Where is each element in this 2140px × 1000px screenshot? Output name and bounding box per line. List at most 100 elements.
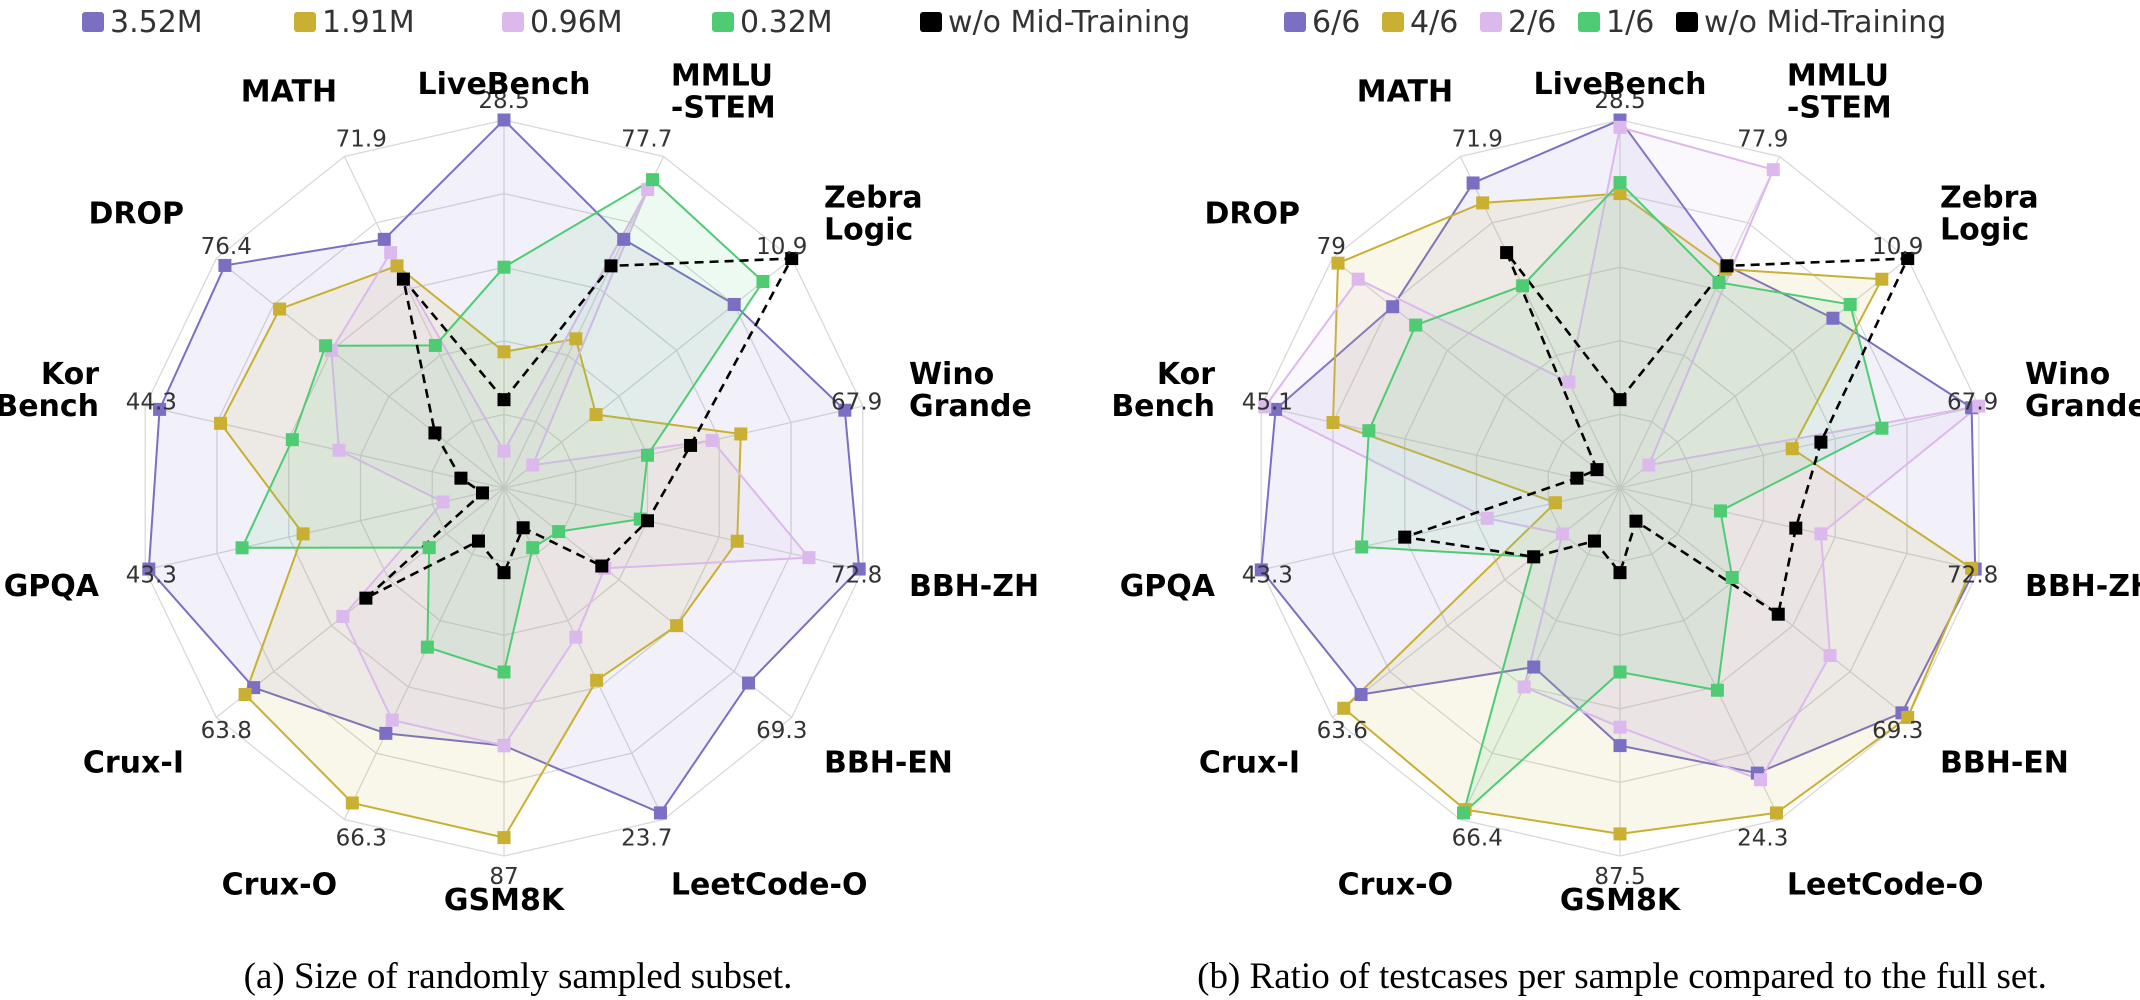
data-point [1826, 311, 1840, 325]
data-point [705, 434, 719, 448]
data-point [1351, 272, 1365, 286]
data-point [1500, 246, 1514, 260]
data-point [617, 232, 631, 246]
axis-max-value: 87.5 [1594, 864, 1645, 890]
data-point [497, 260, 511, 274]
axis-max-value: 67.9 [1947, 390, 1998, 416]
data-point [1258, 400, 1272, 414]
data-point [1613, 393, 1627, 407]
axis-max-labels: 28.5 77.9 10.9 67.9 72.8 69.3 24.3 87.5 66.4 63.6… [1242, 88, 1999, 890]
legend: 3.52M 1.91M 0.96M 0.32M w/o Mid-Training [82, 5, 1190, 40]
data-point [1613, 665, 1627, 679]
axis-max-value: 23.7 [621, 826, 672, 852]
data-point [420, 640, 434, 654]
data-point [756, 275, 770, 289]
axis-label-line: BBH-EN [1940, 745, 2069, 780]
data-point [1590, 463, 1604, 477]
data-point [1771, 607, 1785, 621]
axis-spoke [503, 156, 665, 489]
axis-label: Crux-O [222, 867, 337, 902]
axis-max-value: 77.9 [1737, 126, 1788, 152]
data-point [1642, 458, 1656, 472]
data-point [497, 566, 511, 580]
data-point [1613, 176, 1627, 190]
data-point [727, 297, 741, 311]
data-point [218, 258, 232, 272]
data-point [336, 609, 350, 623]
axis-label-line: Crux-I [1199, 745, 1300, 780]
data-point [471, 534, 485, 548]
axis-label-line: Wino [2025, 357, 2110, 392]
axis-label-line: GPQA [1120, 569, 1216, 604]
caption-a: (a) Size of randomly sampled subset. [244, 956, 793, 997]
axis-label: Zebra Logic [824, 181, 923, 248]
axis-spoke [343, 156, 505, 489]
data-point [1710, 683, 1724, 697]
data-point [1326, 415, 1340, 429]
axis-label: BBH-ZH [2025, 569, 2140, 604]
data-point [526, 541, 540, 555]
legend-swatch [1480, 12, 1502, 32]
axis-label-line: Logic [824, 213, 913, 248]
axis-max-value: 24.3 [1737, 826, 1788, 852]
axis-label: LeetCode-O [1787, 867, 1984, 902]
axis-max-value: 76.4 [201, 234, 252, 260]
data-point [604, 259, 618, 273]
axis-label-line: MMLU [671, 59, 773, 94]
axis-label-line: Kor [41, 357, 99, 392]
data-point [1398, 530, 1412, 544]
data-point [497, 665, 511, 679]
data-point [497, 739, 511, 753]
data-point [1785, 442, 1799, 456]
data-point [1713, 504, 1727, 518]
data-point [1476, 196, 1490, 210]
axis-label-line: Kor [1157, 357, 1215, 392]
axis-label: BBH-EN [1940, 745, 2069, 780]
axis-label: LiveBench [1533, 67, 1706, 102]
axis-spoke [1619, 405, 1979, 489]
data-point [428, 338, 442, 352]
axis-max-value: 66.4 [1452, 826, 1503, 852]
axis-label-line: Crux-O [222, 867, 337, 902]
axis-max-value: 10.9 [1872, 234, 1923, 260]
data-point [390, 259, 404, 273]
axis-spoke [1261, 405, 1621, 489]
axis-spoke [1619, 487, 1781, 820]
axis-max-value: 79 [1317, 234, 1346, 260]
legend-item: w/o Mid-Training [1676, 5, 1946, 40]
legend-item: 2/6 [1480, 5, 1556, 40]
data-point [1613, 187, 1627, 201]
data-point [1337, 701, 1351, 715]
data-point [1517, 680, 1531, 694]
legend-label: 0.96M [530, 5, 623, 40]
data-point [475, 486, 489, 500]
axis-label-line: GSM8K [1560, 883, 1682, 918]
axis-label-line: Bench [1111, 389, 1215, 424]
data-point [641, 514, 655, 528]
axis-label: GPQA [1120, 569, 1216, 604]
legend-label: 2/6 [1508, 5, 1556, 40]
data-point [1331, 256, 1345, 270]
data-point [1555, 527, 1569, 541]
axis-spoke [1331, 258, 1621, 489]
legend-swatch [712, 12, 734, 32]
axis-label: MATH [241, 75, 337, 110]
data-point [1789, 521, 1803, 535]
data-point [1875, 421, 1889, 435]
data-point [332, 443, 346, 457]
axis-label: BBH-ZH [909, 569, 1039, 604]
data-point [1516, 279, 1530, 293]
legend-item: 1/6 [1578, 5, 1654, 40]
radar-chart-a: 28.5 77.7 10.9 67.9 72.8 69.3 23.7 87 66.3 63.8 43… [0, 5, 1190, 918]
axis-spoke [1619, 258, 1909, 489]
axis-label: DROP [88, 197, 184, 232]
axis-max-value: 63.6 [1317, 718, 1368, 744]
legend-label: 0.32M [740, 5, 833, 40]
data-point [377, 232, 391, 246]
data-point [396, 272, 410, 286]
data-point [1562, 375, 1576, 389]
data-point [1570, 471, 1584, 485]
axis-max-value: 10.9 [756, 234, 807, 260]
axis-label: Crux-I [1199, 745, 1300, 780]
data-point [497, 393, 511, 407]
